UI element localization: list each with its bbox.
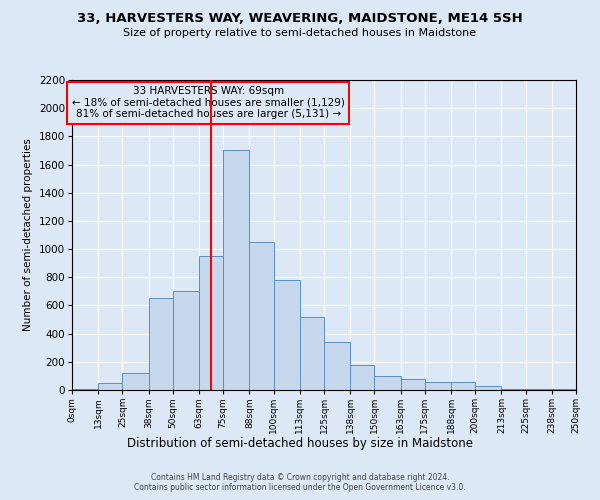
Bar — [98, 383, 122, 390]
Bar — [250, 242, 274, 390]
Bar — [274, 280, 300, 390]
Text: Size of property relative to semi-detached houses in Maidstone: Size of property relative to semi-detach… — [124, 28, 476, 38]
Text: 33, HARVESTERS WAY, WEAVERING, MAIDSTONE, ME14 5SH: 33, HARVESTERS WAY, WEAVERING, MAIDSTONE… — [77, 12, 523, 26]
Bar — [502, 388, 526, 390]
Bar — [173, 292, 199, 390]
Bar — [199, 256, 223, 390]
Text: Contains HM Land Registry data © Crown copyright and database right 2024.
Contai: Contains HM Land Registry data © Crown c… — [134, 472, 466, 492]
Bar — [324, 342, 350, 390]
Bar — [451, 382, 475, 390]
Text: 33 HARVESTERS WAY: 69sqm
← 18% of semi-detached houses are smaller (1,129)
81% o: 33 HARVESTERS WAY: 69sqm ← 18% of semi-d… — [71, 86, 344, 120]
Bar — [374, 376, 401, 390]
Bar — [350, 366, 374, 390]
Y-axis label: Number of semi-detached properties: Number of semi-detached properties — [23, 138, 33, 332]
Bar — [475, 386, 502, 390]
Bar — [425, 382, 451, 390]
Bar — [401, 378, 425, 390]
Bar — [149, 298, 173, 390]
Bar — [223, 150, 250, 390]
Bar — [122, 373, 149, 390]
Text: Distribution of semi-detached houses by size in Maidstone: Distribution of semi-detached houses by … — [127, 438, 473, 450]
Bar — [300, 316, 324, 390]
